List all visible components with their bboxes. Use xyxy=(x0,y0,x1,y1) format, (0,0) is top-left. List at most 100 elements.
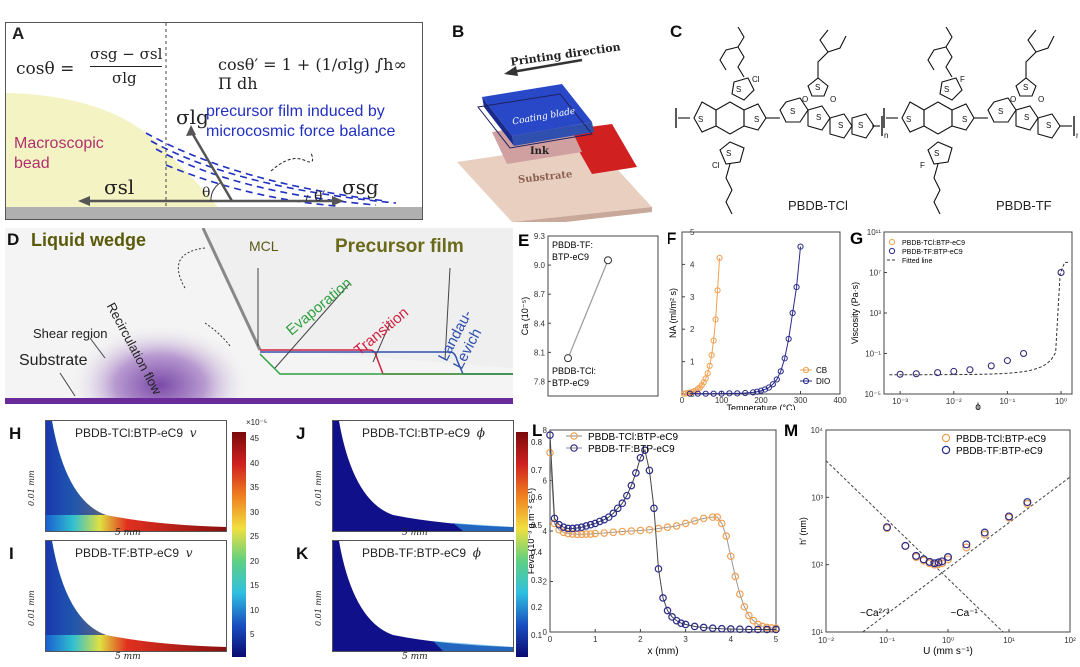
colorbar-v: ×10⁻⁵ 45 40 35 30 25 20 15 10 5 xyxy=(232,418,282,662)
chemical-structures: n n S S S S S S S S S S S S S S S S S Cl… xyxy=(675,26,1078,215)
atom-s-2: S xyxy=(698,115,703,124)
data-point-dio xyxy=(694,390,701,397)
panel-k-yaxis: 0.01 mm xyxy=(314,590,323,626)
x-tick-label: 0 xyxy=(680,396,685,405)
colorbar-phi-tick-label: 0.4 xyxy=(531,548,543,557)
legend-marker xyxy=(941,445,951,455)
plot-frame xyxy=(825,429,1071,633)
x-axis-label: Temperature (°C) xyxy=(726,403,795,410)
data-point-dio xyxy=(785,335,792,343)
data-point-0 xyxy=(627,527,636,535)
data-point-cb xyxy=(716,254,723,262)
data-point-1 xyxy=(901,541,910,550)
x-tick-label: 100 xyxy=(715,396,729,405)
data-point-0 xyxy=(740,602,749,611)
data-point-0 xyxy=(564,529,572,538)
data-point-dio xyxy=(742,389,749,397)
data-point-0 xyxy=(736,590,744,598)
x-tick-label: 10¹ xyxy=(1003,636,1015,645)
data-point-1 xyxy=(573,524,581,532)
panel-h-title: H xyxy=(9,424,22,443)
data-point-cb xyxy=(704,370,711,377)
data-point-cb xyxy=(706,362,713,369)
colorbar-phi-tick-label: 0.1 xyxy=(531,630,543,640)
atom-s-10: S xyxy=(944,85,949,94)
data-point-0 xyxy=(586,530,595,538)
data-point-1 xyxy=(614,504,622,513)
y-axis-label: Viscosity (Pa·s) xyxy=(850,282,860,344)
x-tick-label: 10⁰ xyxy=(1055,397,1067,406)
sigma-sl-label: σsl xyxy=(104,175,135,199)
data-point-1 xyxy=(546,431,554,439)
data-point-1 xyxy=(699,623,708,632)
data-point-1 xyxy=(582,522,590,530)
y-tick-label: 10³ xyxy=(869,309,881,318)
y-tick-label: 10⁴ xyxy=(811,426,824,435)
y-tick-label: 4 xyxy=(690,260,695,269)
panel-d-illustration xyxy=(5,228,513,404)
data-point-0 xyxy=(717,519,726,528)
panel-l-title: L xyxy=(532,421,542,440)
colorbar-v-tick-label: 10 xyxy=(250,605,259,615)
panel-a-title: A xyxy=(12,24,25,43)
legend-marker xyxy=(570,432,578,440)
point-label-tcl-1: PBDB-TCl: xyxy=(552,366,596,376)
colorbar-v-tick-label: 5 xyxy=(250,630,255,639)
data-point-1 xyxy=(1005,512,1014,521)
y-tick-label: 10² xyxy=(811,561,823,570)
equation-cos-theta-prime: cosθ′ = 1 + (1/σlg) ∫h∞ Π dh xyxy=(218,55,407,93)
data-point-0 xyxy=(713,513,722,521)
panel-m-title: M xyxy=(784,421,798,440)
y-axis-label: h′ (nm) xyxy=(798,517,808,545)
x-tick-label: 0 xyxy=(548,635,553,644)
blade-coating-illustration xyxy=(457,58,652,222)
shear-region-label: Shear region xyxy=(33,326,108,341)
panel-f-title: F xyxy=(668,229,676,248)
liquid-wedge-label: Liquid wedge xyxy=(31,230,146,250)
x-axis-label: x (mm) xyxy=(647,646,678,657)
data-point-dio xyxy=(686,390,693,397)
series-line-0 xyxy=(549,452,777,629)
data-point-dio xyxy=(777,368,784,375)
point-label-tf-2: BTP-eC9 xyxy=(552,252,589,262)
atom-o-3: O xyxy=(1010,95,1016,104)
panel-j-heading: PBDB-TCl:BTP-eC9 ϕ xyxy=(362,426,485,440)
data-point-1 xyxy=(772,625,780,634)
x-tick-label: 400 xyxy=(833,396,847,405)
atom-s-9: S xyxy=(815,83,820,92)
atom-s-6: S xyxy=(816,113,821,122)
legend-label: CB xyxy=(816,366,827,375)
data-point-dio xyxy=(718,390,725,397)
data-point-dio xyxy=(757,387,765,394)
x-tick-label: 10⁰ xyxy=(942,636,954,645)
panel-h-frame xyxy=(45,420,227,532)
colorbar-phi-tick-label: 0.3 xyxy=(531,575,543,585)
data-point-1 xyxy=(636,453,645,462)
panel-i-yaxis: 0.01 mm xyxy=(27,590,36,626)
data-point-1 xyxy=(930,559,939,568)
data-point-1 xyxy=(641,446,649,455)
y-axis-label: Ca (10⁻⁵) xyxy=(520,297,530,336)
panel-i-xaxis: 5 mm xyxy=(115,652,141,662)
colorbar-v-tick-label: 15 xyxy=(250,581,259,590)
data-point-0 xyxy=(559,528,568,537)
data-point-1 xyxy=(708,624,717,633)
x-tick-label: 10⁻¹ xyxy=(879,636,895,645)
data-point-cb xyxy=(708,352,715,359)
data-point-1 xyxy=(564,524,572,533)
data-point-cb xyxy=(712,316,719,323)
x-tick-label: 10⁻² xyxy=(946,397,962,406)
colorbar-v-exponent: ×10⁻⁵ xyxy=(246,418,268,427)
y-axis-label: Feva (10⁻³ g m⁻² s⁻¹) xyxy=(528,488,536,574)
panel-k: K PBDB-TF:BTP-eC9 ϕ 0.01 mm 5 mm xyxy=(292,540,514,666)
legend-label: DIO xyxy=(816,377,830,386)
atom-o-2: O xyxy=(830,95,836,104)
data-point-1 xyxy=(934,369,942,377)
chart-m: M 10⁻² 10⁻¹ 10⁰ 10¹ 10² 10⁴ 10³ 10² 10¹ U (mm s⁻¹)… xyxy=(784,421,1076,657)
macroscopic-bead-label-line1: Macroscopic xyxy=(14,135,104,152)
data-point-0 xyxy=(699,514,708,523)
panel-j-title: J xyxy=(296,424,306,443)
data-point-0 xyxy=(962,543,971,552)
y-tick-label: 5 xyxy=(690,228,695,237)
panel-k-variable: ϕ xyxy=(472,546,481,560)
